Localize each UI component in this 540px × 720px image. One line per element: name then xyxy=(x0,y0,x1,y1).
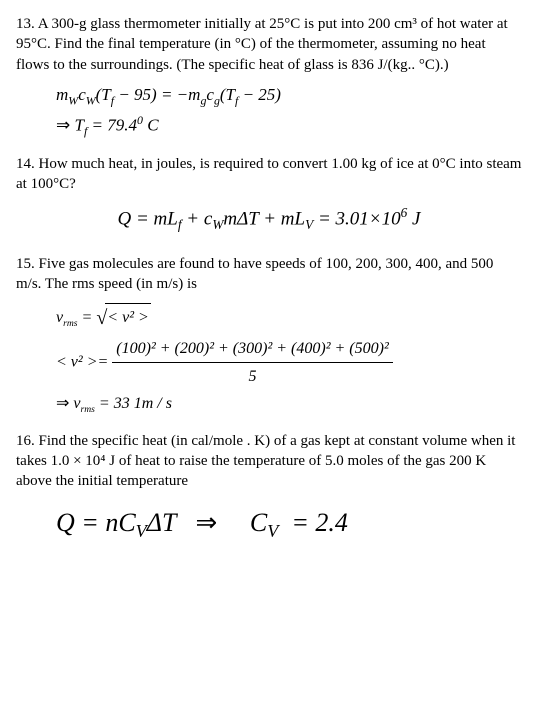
eq-text: − 95) = − xyxy=(114,85,188,104)
eq-var: v xyxy=(73,395,80,412)
problem-16-text: Find the specific heat (in cal/mole . K)… xyxy=(16,433,515,490)
eq-sub: rms xyxy=(81,404,95,415)
problem-13-text: A 300-g glass thermometer initially at 2… xyxy=(16,16,508,73)
sqrt-content: < v² > xyxy=(105,303,151,331)
eq-text: = xyxy=(78,309,97,326)
eq-var: c xyxy=(206,85,214,104)
eq-text: mΔT + mL xyxy=(223,208,305,229)
eq-text: − 25) xyxy=(238,85,281,104)
fraction-denominator: 5 xyxy=(112,363,392,390)
eq-text: (T xyxy=(96,85,111,104)
eq-var: T xyxy=(75,116,84,135)
eq-text: = 33 1m / s xyxy=(95,395,172,412)
eq-text: C xyxy=(143,116,159,135)
problem-14-equation: Q = mLf + cWmΔT + mLV = 3.01×106 J xyxy=(16,204,522,234)
problem-13-equation: mWcW(Tf − 95) = −mgcg(Tf − 25) ⇒ Tf = 79… xyxy=(56,81,522,142)
eq-var: c xyxy=(78,85,86,104)
eq-text: (T xyxy=(220,85,235,104)
problem-14-text: How much heat, in joules, is required to… xyxy=(16,156,521,192)
eq-text: ΔT xyxy=(147,508,183,537)
eq-sub: rms xyxy=(63,318,77,329)
eq-text: = 79.4 xyxy=(87,116,137,135)
problem-14-number: 14. xyxy=(16,156,39,172)
problem-15-text: Five gas molecules are found to have spe… xyxy=(16,256,493,292)
arrow-symbol: ⇒ xyxy=(196,508,218,537)
eq-text: = 3.01×10 xyxy=(313,208,400,229)
eq-sub: W xyxy=(86,93,96,107)
eq-var: C xyxy=(250,508,267,537)
eq-var: m xyxy=(188,85,200,104)
problem-16: 16. Find the specific heat (in cal/mole … xyxy=(16,431,522,545)
arrow-symbol: ⇒ xyxy=(56,395,73,412)
eq-var: m xyxy=(56,85,68,104)
fraction: (100)² + (200)² + (300)² + (400)² + (500… xyxy=(112,335,392,390)
eq-sub: W xyxy=(212,217,223,232)
eq-text: Q = mL xyxy=(118,208,178,229)
problem-15-equation: vrms = √< v² > < v² >= (100)² + (200)² +… xyxy=(56,301,522,419)
problem-16-number: 16. xyxy=(16,433,39,449)
fraction-numerator: (100)² + (200)² + (300)² + (400)² + (500… xyxy=(112,335,392,363)
eq-sub: W xyxy=(68,93,78,107)
problem-14: 14. How much heat, in joules, is require… xyxy=(16,154,522,235)
eq-text: Q = nC xyxy=(56,508,136,537)
problem-13-number: 13. xyxy=(16,16,38,32)
eq-sub: V xyxy=(136,522,147,542)
eq-text: + c xyxy=(182,208,213,229)
problem-16-equation: Q = nCVΔT ⇒ CV = 2.4 xyxy=(56,505,522,544)
problem-15: 15. Five gas molecules are found to have… xyxy=(16,254,522,418)
eq-text: < v² >= xyxy=(56,353,108,370)
eq-text: = 2.4 xyxy=(291,508,348,537)
problem-15-number: 15. xyxy=(16,256,39,272)
arrow-symbol: ⇒ xyxy=(56,116,75,135)
eq-text: J xyxy=(407,208,420,229)
problem-13: 13. A 300-g glass thermometer initially … xyxy=(16,14,522,142)
eq-sub: V xyxy=(267,522,278,542)
